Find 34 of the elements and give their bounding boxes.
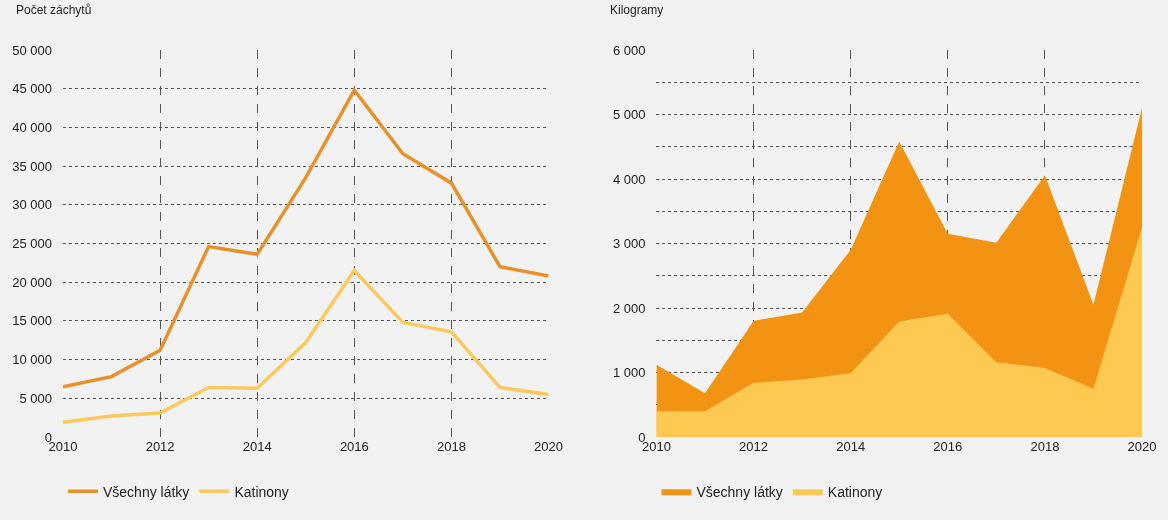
y-tick-label: 35 000 [12,158,52,174]
y-tick-label: 5 000 [612,107,646,123]
x-tick-label: 2016 [933,439,963,454]
y-axis-title: Kilogramy [610,3,664,17]
y-tick-label: 50 000 [12,42,52,58]
x-tick-label: 2014 [242,439,272,454]
line-series [63,88,549,389]
y-axis-title: Počet záchytů [16,3,92,17]
x-tick-label: 2018 [1030,439,1060,454]
y-tick-label: 1 000 [612,365,646,381]
y-tick-label: 20 000 [12,274,52,290]
y-tick-label: 2 000 [612,300,646,316]
y-tick-label: 45 000 [12,81,52,97]
y-tick-label: 40 000 [12,119,52,135]
y-tick-label: 3 000 [612,236,646,252]
legend-label: Všechny látky [103,483,190,500]
x-tick-label: 2012 [145,439,175,454]
x-tick-label: 2018 [436,439,466,454]
line-series [63,268,549,425]
y-tick-label: 4 000 [612,171,646,187]
x-tick-label: 2016 [339,439,369,454]
y-tick-label: 25 000 [12,236,52,252]
legend-label: Katinony [827,483,883,500]
y-tick-label: 30 000 [12,197,52,213]
x-tick-label: 2020 [534,439,564,454]
legend-label: Katinony [234,483,289,500]
y-tick-label: 10 000 [12,352,52,368]
x-tick-label: 2012 [739,439,769,454]
legend-label: Všechny látky [696,483,783,500]
y-tick-label: 5 000 [19,390,52,406]
x-tick-label: 2020 [1127,439,1157,454]
y-tick-label: 15 000 [12,313,52,329]
y-tick-label: 6 000 [612,42,646,58]
x-tick-label: 2014 [836,439,866,454]
